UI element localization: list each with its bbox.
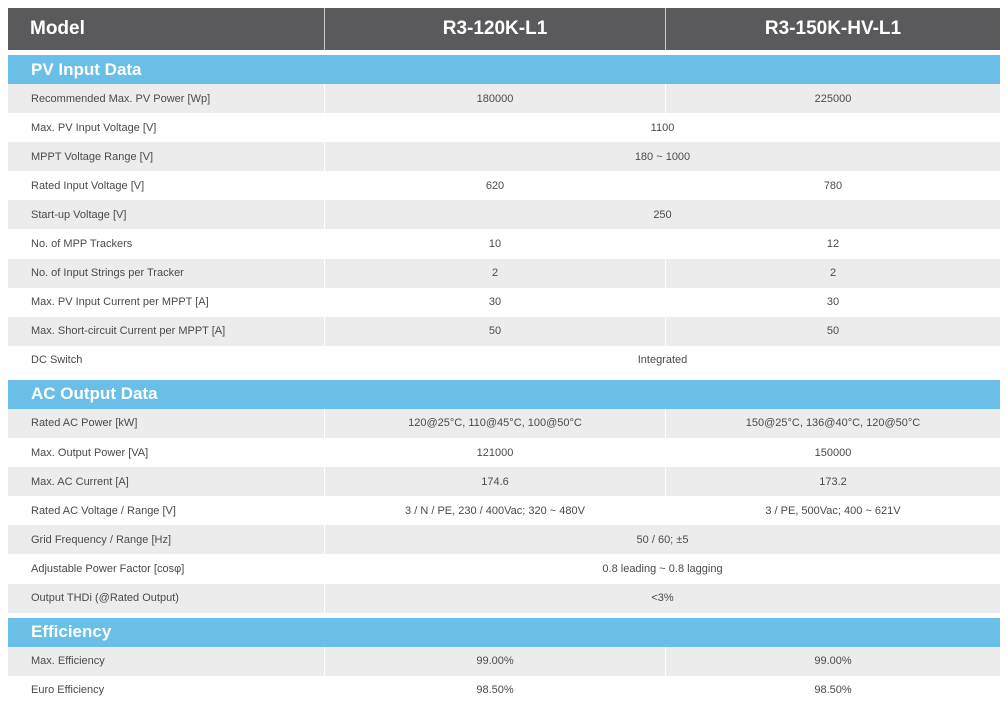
- row-value-col2: 150000: [665, 438, 1000, 468]
- row-value-col1: 3 / N / PE, 230 / 400Vac; 320 ~ 480V: [324, 496, 665, 526]
- table-row: Start-up Voltage [V] 250: [8, 200, 1000, 230]
- table-row: No. of Input Strings per Tracker 2 2: [8, 258, 1000, 288]
- table-row: Rated AC Voltage / Range [V] 3 / N / PE, …: [8, 496, 1000, 526]
- row-label: Max. Short-circuit Current per MPPT [A]: [31, 325, 226, 338]
- row-value-shared: 180 ~ 1000: [324, 142, 1000, 172]
- row-label: Max. Output Power [VA]: [31, 446, 149, 459]
- spec-table: Model R3-120K-L1 R3-150K-HV-L1 PV Input …: [8, 8, 1000, 705]
- row-label: MPPT Voltage Range [V]: [31, 150, 154, 163]
- row-label: DC Switch: [31, 354, 83, 367]
- row-value-shared: 250: [324, 200, 1000, 230]
- row-value-col2: 150@25°C, 136@40°C, 120@50°C: [665, 408, 1000, 439]
- row-value-col1: 30: [324, 287, 665, 317]
- table-row: Rated Input Voltage [V] 620 780: [8, 171, 1000, 201]
- table-row: Euro Efficiency 98.50% 98.50%: [8, 675, 1000, 705]
- row-label: Rated AC Power [kW]: [31, 417, 138, 430]
- table-row: Grid Frequency / Range [Hz] 50 / 60; ±5: [8, 525, 1000, 555]
- row-value-col1: 99.00%: [324, 646, 665, 676]
- table-header: Model R3-120K-L1 R3-150K-HV-L1: [8, 8, 1000, 50]
- section-title-pv-input: PV Input Data: [8, 55, 1000, 84]
- model-col2-header: R3-150K-HV-L1: [665, 8, 1000, 50]
- row-value-col1: 120@25°C, 110@45°C, 100@50°C: [324, 408, 665, 439]
- section-title-efficiency: Efficiency: [8, 617, 1000, 647]
- row-label: Max. Efficiency: [31, 655, 105, 668]
- row-value-col2: 30: [665, 287, 1000, 317]
- table-row: MPPT Voltage Range [V] 180 ~ 1000: [8, 142, 1000, 172]
- row-value-col2: 173.2: [665, 467, 1000, 497]
- row-value-col2: 50: [665, 316, 1000, 346]
- row-value-col2: 225000: [665, 84, 1000, 114]
- row-label: Start-up Voltage [V]: [31, 208, 127, 221]
- table-row: Max. PV Input Voltage [V] 1100: [8, 113, 1000, 143]
- table-row: Max. AC Current [A] 174.6 173.2: [8, 467, 1000, 497]
- row-value-col2: 12: [665, 229, 1000, 259]
- row-value-col2: 3 / PE, 500Vac; 400 ~ 621V: [665, 496, 1000, 526]
- row-value-shared: Integrated: [324, 345, 1000, 375]
- row-label: Rated Input Voltage [V]: [31, 179, 145, 192]
- row-label: Max. PV Input Voltage [V]: [31, 121, 157, 134]
- ac-output-rows: Rated AC Power [kW] 120@25°C, 110@45°C, 1…: [8, 408, 1000, 613]
- pv-input-rows: Recommended Max. PV Power [Wp] 180000 2250…: [8, 84, 1000, 375]
- row-value-col1: 98.50%: [324, 675, 665, 705]
- row-value-col2: 780: [665, 171, 1000, 201]
- table-row: Max. Output Power [VA] 121000 150000: [8, 438, 1000, 468]
- section-title-ac-output: AC Output Data: [8, 379, 1000, 409]
- row-label: Output THDi (@Rated Output): [31, 592, 179, 605]
- row-value-shared: 1100: [324, 113, 1000, 143]
- table-row: Rated AC Power [kW] 120@25°C, 110@45°C, 1…: [8, 408, 1000, 439]
- table-row: No. of MPP Trackers 10 12: [8, 229, 1000, 259]
- row-label: Adjustable Power Factor [cosφ]: [31, 562, 185, 575]
- table-row: Max. Efficiency 99.00% 99.00%: [8, 646, 1000, 676]
- table-row: Max. Short-circuit Current per MPPT [A] 5…: [8, 316, 1000, 346]
- table-row: Max. PV Input Current per MPPT [A] 30 30: [8, 287, 1000, 317]
- row-label: Rated AC Voltage / Range [V]: [31, 504, 176, 517]
- row-value-col1: 121000: [324, 438, 665, 468]
- row-value-col2: 98.50%: [665, 675, 1000, 705]
- table-row: Adjustable Power Factor [cosφ] 0.8 leadin…: [8, 554, 1000, 584]
- model-col1-header: R3-120K-L1: [324, 8, 665, 50]
- row-label: No. of MPP Trackers: [31, 238, 133, 251]
- row-label: Max. AC Current [A]: [31, 475, 129, 488]
- table-row: DC Switch Integrated: [8, 345, 1000, 375]
- row-value-col2: 2: [665, 258, 1000, 288]
- row-value-col1: 10: [324, 229, 665, 259]
- model-header-label: Model: [30, 18, 85, 39]
- row-value-shared: 50 / 60; ±5: [324, 525, 1000, 555]
- row-label: No. of Input Strings per Tracker: [31, 267, 184, 280]
- row-label: Euro Efficiency: [31, 684, 105, 697]
- row-value-col1: 50: [324, 316, 665, 346]
- table-row: Recommended Max. PV Power [Wp] 180000 2250…: [8, 84, 1000, 114]
- row-value-col1: 2: [324, 258, 665, 288]
- row-value-col2: 99.00%: [665, 646, 1000, 676]
- row-value-shared: <3%: [324, 583, 1000, 613]
- row-value-shared: 0.8 leading ~ 0.8 lagging: [324, 554, 1000, 584]
- row-value-col1: 174.6: [324, 467, 665, 497]
- efficiency-rows: Max. Efficiency 99.00% 99.00% Euro Efficien…: [8, 646, 1000, 705]
- row-value-col1: 180000: [324, 84, 665, 114]
- row-label: Recommended Max. PV Power [Wp]: [31, 92, 211, 105]
- row-label: Max. PV Input Current per MPPT [A]: [31, 296, 209, 309]
- row-label: Grid Frequency / Range [Hz]: [31, 533, 172, 546]
- table-row: Output THDi (@Rated Output) <3%: [8, 583, 1000, 613]
- row-value-col1: 620: [324, 171, 665, 201]
